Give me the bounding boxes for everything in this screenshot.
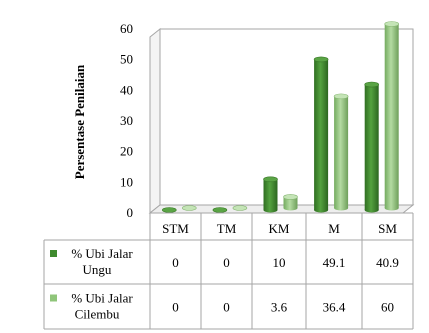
bar-cilembu-stm bbox=[182, 205, 197, 211]
bar-ungu-tm bbox=[212, 207, 228, 213]
data-value-cell: 10 bbox=[273, 255, 286, 270]
data-value-cell: 36.4 bbox=[323, 300, 346, 315]
bar-ungu-sm bbox=[364, 81, 380, 213]
data-value-cell: 3.6 bbox=[271, 300, 288, 315]
category-label: KM bbox=[269, 221, 290, 236]
data-value-cell: 40.9 bbox=[376, 255, 399, 270]
y-tick-label: 0 bbox=[127, 205, 134, 220]
y-tick-label: 10 bbox=[120, 174, 133, 189]
bar-cilembu-km bbox=[283, 194, 298, 211]
legend-key-ungu bbox=[50, 250, 57, 257]
category-label: SM bbox=[378, 221, 397, 236]
legend-label: % Ubi Jalar Ungu bbox=[71, 246, 133, 277]
data-value-cell: 60 bbox=[381, 300, 394, 315]
data-value-cell: 0 bbox=[223, 255, 230, 270]
bar-cilembu-sm bbox=[384, 21, 400, 211]
bar-cilembu-tm bbox=[232, 205, 248, 211]
bar-ungu-km bbox=[263, 176, 278, 213]
data-table: STM TM KM M SM % Ubi Jalar Ungu 0 0 10 49.1 40.9 % U… bbox=[43, 212, 414, 330]
side-wall bbox=[149, 27, 161, 215]
data-value-cell: 0 bbox=[223, 300, 230, 315]
category-label: TM bbox=[217, 221, 237, 236]
y-tick-label: 50 bbox=[120, 52, 133, 67]
bar-ungu-m bbox=[313, 56, 329, 213]
legend-key-cilembu bbox=[50, 294, 57, 302]
data-value-cell: 0 bbox=[172, 300, 179, 315]
y-tick-label: 40 bbox=[120, 82, 133, 97]
category-label: M bbox=[328, 221, 340, 236]
bar-cilembu-m bbox=[333, 93, 349, 211]
category-label: STM bbox=[162, 221, 189, 236]
y-tick-label: 30 bbox=[120, 113, 133, 128]
y-tick-label: 60 bbox=[120, 21, 133, 36]
y-tick-label: 20 bbox=[120, 144, 133, 159]
data-value-cell: 49.1 bbox=[323, 255, 346, 270]
legend-label: % Ubi Jalar Cilembu bbox=[71, 291, 133, 322]
bar-ungu-stm bbox=[162, 207, 177, 213]
data-value-cell: 0 bbox=[172, 255, 179, 270]
y-axis-title: Persentase Penilaian bbox=[72, 64, 87, 179]
